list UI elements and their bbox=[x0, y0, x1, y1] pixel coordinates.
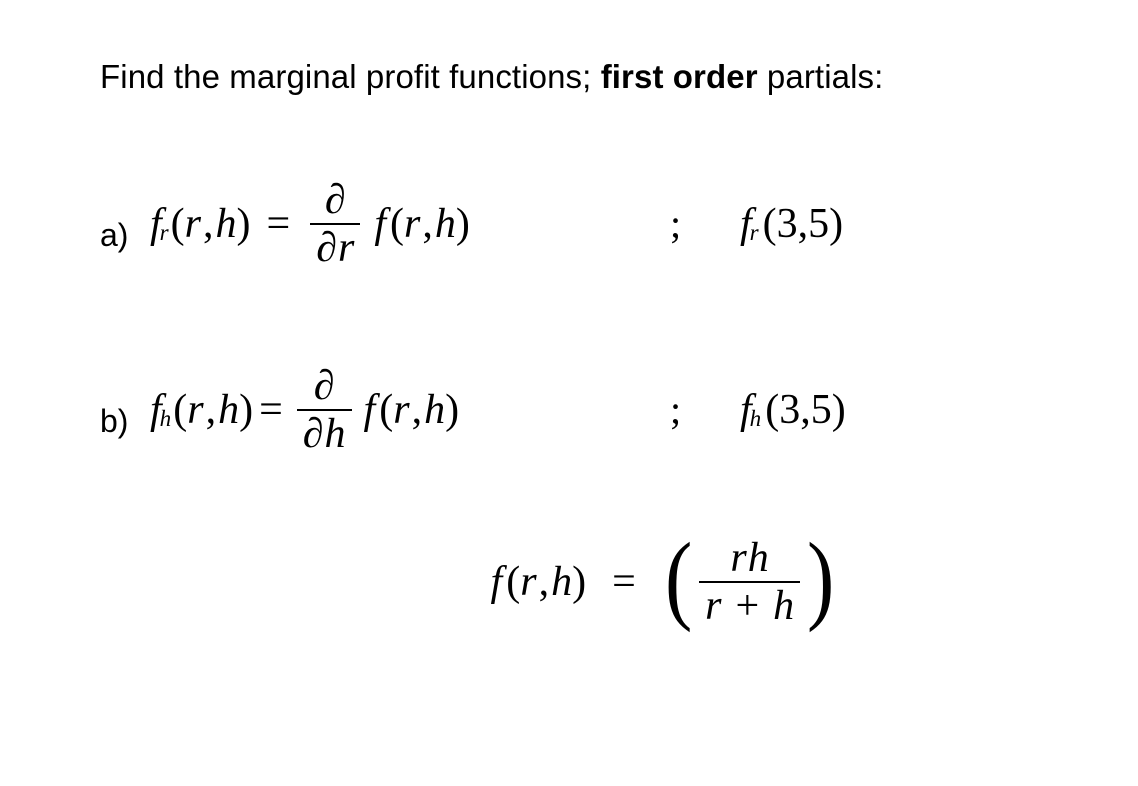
sym-h: h bbox=[551, 561, 572, 603]
eq-b-tail: f h ( 3 , 5 ) bbox=[740, 389, 846, 431]
sym-eq: = bbox=[259, 389, 283, 431]
sym-r: r bbox=[338, 227, 354, 269]
sym-partial: ∂ bbox=[325, 179, 346, 221]
sym-partial: ∂ bbox=[316, 227, 337, 269]
eq-a-tail: f r ( 3 , 5 ) bbox=[740, 203, 843, 245]
sym-r: r bbox=[185, 203, 201, 245]
sym-rp: ) bbox=[832, 389, 846, 431]
row-definition: f ( r , h ) = ( r h r + h ) bbox=[100, 535, 1058, 629]
sym-f: f bbox=[374, 203, 386, 245]
sym-h: h bbox=[435, 203, 456, 245]
sym-rp: ) bbox=[572, 561, 586, 603]
label-a: a) bbox=[100, 217, 150, 254]
sym-rp: ) bbox=[456, 203, 470, 245]
sym-f: f bbox=[491, 561, 503, 603]
sym-h: h bbox=[216, 203, 237, 245]
sym-f: f bbox=[364, 389, 376, 431]
sym-comma: , bbox=[203, 203, 214, 245]
sym-comma: , bbox=[798, 203, 809, 245]
sym-comma: , bbox=[412, 389, 423, 431]
sym-partial: ∂ bbox=[314, 365, 335, 407]
sym-comma: , bbox=[422, 203, 433, 245]
eq-definition: f ( r , h ) = ( r h r + h ) bbox=[491, 535, 838, 629]
sym-partial: ∂ bbox=[303, 413, 324, 455]
sym-lp: ( bbox=[379, 389, 393, 431]
num-3: 3 bbox=[779, 389, 800, 431]
num-3: 3 bbox=[777, 203, 798, 245]
eq-a-main: f r ( r , h ) = ∂ ∂r f ( r bbox=[150, 177, 470, 271]
sym-comma: , bbox=[800, 389, 811, 431]
sym-r: r bbox=[520, 561, 536, 603]
sym-rp: ) bbox=[445, 389, 459, 431]
sym-h: h bbox=[748, 537, 769, 579]
sym-comma: , bbox=[539, 561, 550, 603]
sym-h: h bbox=[325, 413, 346, 455]
intro-post: partials: bbox=[758, 58, 884, 95]
frac-rh-over-rplush: r h r + h bbox=[699, 535, 800, 629]
big-rparen: ) bbox=[807, 538, 834, 618]
intro-text: Find the marginal profit functions; firs… bbox=[100, 56, 1058, 99]
sym-lp: ( bbox=[765, 389, 779, 431]
sym-h: h bbox=[218, 389, 239, 431]
sym-r: r bbox=[705, 585, 721, 627]
sym-lp: ( bbox=[171, 203, 185, 245]
label-b: b) bbox=[100, 403, 150, 440]
sym-r: r bbox=[187, 389, 203, 431]
sym-lp: ( bbox=[173, 389, 187, 431]
num-5: 5 bbox=[811, 389, 832, 431]
frac-d-dr: ∂ ∂r bbox=[310, 177, 360, 271]
sym-rp: ) bbox=[829, 203, 843, 245]
sym-rp: ) bbox=[239, 389, 253, 431]
frac-d-dh: ∂ ∂h bbox=[297, 363, 352, 457]
eq-b-main: f h ( r , h ) = ∂ ∂h f ( r , h ) bbox=[150, 363, 459, 457]
sym-h: h bbox=[773, 585, 794, 627]
intro-bold: first order bbox=[601, 58, 758, 95]
sym-lp: ( bbox=[390, 203, 404, 245]
num-5: 5 bbox=[808, 203, 829, 245]
sym-rp: ) bbox=[237, 203, 251, 245]
row-a: a) f r ( r , h ) = ∂ ∂r bbox=[100, 177, 1058, 271]
sym-lp: ( bbox=[506, 561, 520, 603]
sym-r: r bbox=[393, 389, 409, 431]
sub-h: h bbox=[750, 407, 762, 430]
sub-r: r bbox=[160, 221, 169, 244]
sym-eq: = bbox=[267, 203, 291, 245]
sym-eq: = bbox=[612, 561, 636, 603]
sym-plus: + bbox=[735, 585, 759, 627]
sym-semi: ; bbox=[670, 201, 681, 246]
sym-r: r bbox=[730, 537, 746, 579]
sym-comma: , bbox=[206, 389, 217, 431]
big-lparen: ( bbox=[665, 538, 692, 618]
sym-r: r bbox=[404, 203, 420, 245]
sub-h: h bbox=[160, 407, 172, 430]
intro-pre: Find the marginal profit functions; bbox=[100, 58, 601, 95]
sub-r: r bbox=[750, 221, 759, 244]
sym-semi: ; bbox=[670, 387, 681, 432]
sym-h: h bbox=[424, 389, 445, 431]
sym-lp: ( bbox=[763, 203, 777, 245]
row-b: b) f h ( r , h ) = ∂ ∂h f ( r , bbox=[100, 363, 1058, 457]
